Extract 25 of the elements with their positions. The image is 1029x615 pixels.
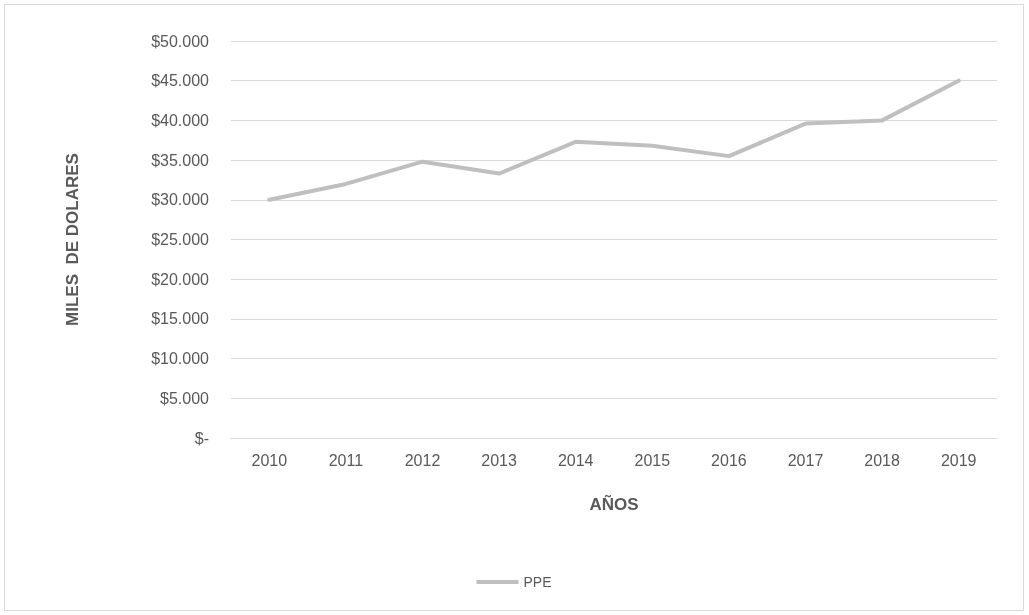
x-tick-label: 2017	[787, 451, 824, 469]
line-series	[267, 78, 961, 202]
x-tick-label: 2018	[864, 451, 900, 469]
x-tick-label: 2011	[328, 451, 364, 469]
y-axis-title: MILES DE DOLARES	[63, 153, 82, 326]
x-tick-label: 2012	[404, 451, 441, 469]
y-tick-label: $-	[194, 429, 209, 447]
legend-label: PPE	[523, 574, 552, 590]
y-tick-label: $45.000	[151, 72, 210, 90]
y-tick-label: $20.000	[151, 270, 210, 288]
x-tick-label: 2014	[557, 451, 594, 469]
y-tick-label: $15.000	[151, 310, 210, 328]
y-tick-label: $35.000	[151, 151, 210, 169]
y-tick-label: $40.000	[151, 111, 210, 129]
x-tick-label: 2010	[251, 451, 288, 469]
y-tick-label: $5.000	[160, 389, 210, 407]
y-tick-label: $25.000	[151, 231, 210, 248]
y-tick-label: $30.000	[151, 191, 210, 209]
x-tick-label: 2015	[634, 451, 671, 469]
x-tick-label: 2013	[481, 451, 517, 469]
x-axis-title: AÑOS	[589, 494, 639, 514]
x-tick-label: 2016	[711, 451, 747, 469]
y-tick-label: $10.000	[151, 350, 210, 368]
y-tick-label: $50.000	[151, 32, 210, 50]
x-tick-label: 2019	[940, 451, 977, 469]
